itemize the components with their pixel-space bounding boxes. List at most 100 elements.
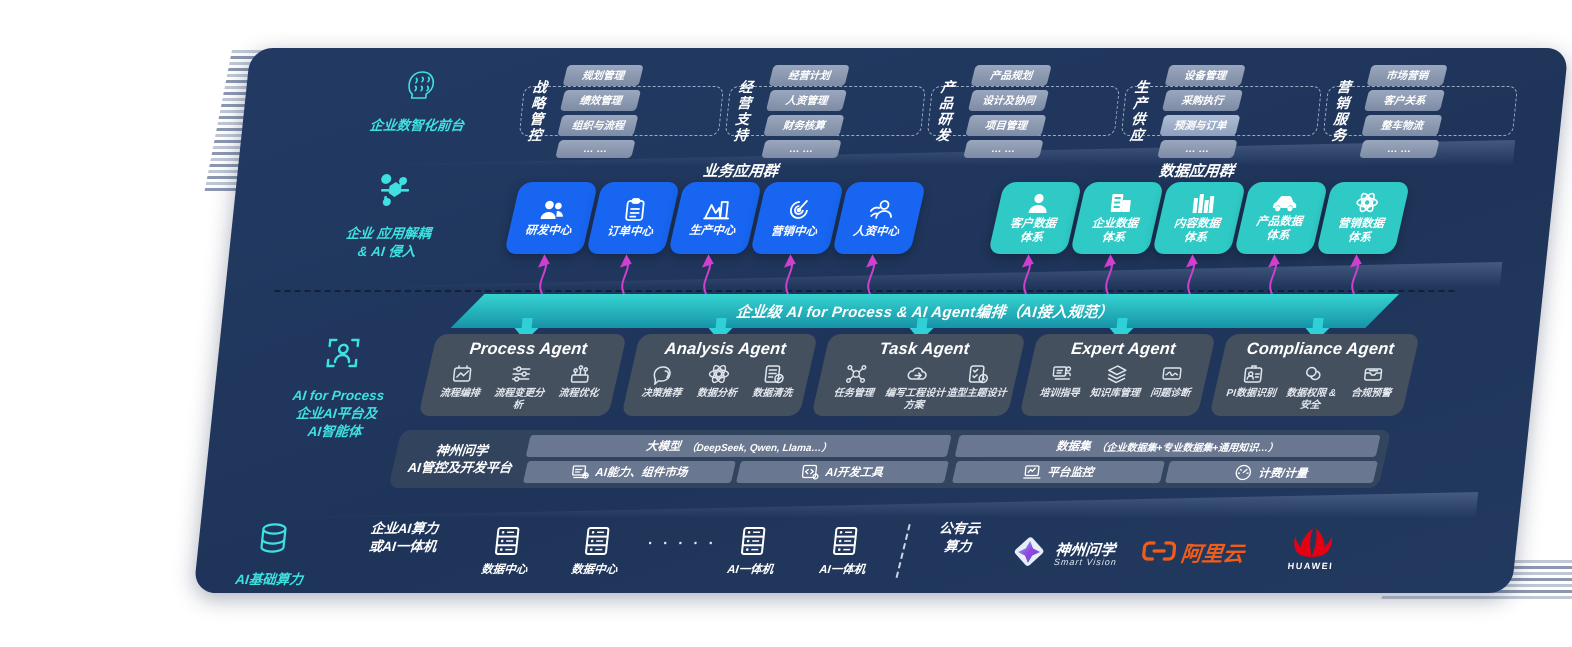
platform-item-billing[interactable]: 计费/计量 — [1164, 461, 1378, 483]
agent-capability[interactable]: 流程优化 — [548, 363, 611, 400]
platform-name: 神州问学 AI管控及开发平台 — [407, 443, 513, 475]
agent-capability[interactable]: 流程编排 — [429, 363, 492, 400]
governance-box-marketing-service[interactable]: 营销 服务 市场营销 客户关系 整车物流 … … — [1322, 64, 1519, 158]
governance-chip[interactable]: 产品规划 — [970, 64, 1052, 86]
governance-chip[interactable]: 绩效管理 — [560, 89, 642, 111]
agent-capability[interactable]: 知识库管理 — [1087, 363, 1146, 400]
layers-icon — [1088, 363, 1146, 385]
database-icon — [196, 518, 351, 565]
capability-label: 知识库管理 — [1089, 388, 1141, 399]
platform-llm-bar[interactable]: 大模型 （DeepSeek, Qwen, Llama…） — [525, 435, 952, 457]
dashed-separator — [274, 290, 1455, 292]
app-card-hr-center[interactable]: 人资中心 — [831, 182, 927, 254]
governance-chip[interactable]: … … — [555, 139, 636, 158]
molecule-icon — [300, 170, 485, 219]
card-label: 产品数据 体系 — [1255, 215, 1304, 242]
governance-chip[interactable]: 财务核算 — [763, 114, 845, 136]
factory-icon — [703, 198, 731, 221]
vendor-sub: Smart Vision — [1053, 556, 1118, 567]
band-divider-3 — [191, 492, 1479, 518]
llm-label: 大模型 — [645, 441, 681, 453]
governance-chip[interactable]: 设计及协同 — [967, 89, 1049, 111]
agent-box-task[interactable]: Task Agent 任务管理 编写工程设计方案 造型主题设计 — [811, 334, 1026, 416]
item-label: 计费/计量 — [1258, 467, 1309, 479]
rail-ai-for-process: AI for Process 企业AI平台及 AI智能体 — [249, 330, 431, 441]
app-card-production-center[interactable]: 生产中心 — [667, 182, 763, 254]
infra-public-cloud: 公有云 算力 — [912, 520, 1006, 556]
rail-label: 企业数智化前台 — [368, 118, 465, 133]
agent-capability[interactable]: 数据分析 — [689, 363, 748, 400]
data-card-marketing[interactable]: 营销数据 体系 — [1315, 182, 1411, 254]
governance-chip[interactable]: 市场营销 — [1366, 64, 1448, 86]
agent-capability[interactable]: PI数据识别 — [1220, 363, 1284, 400]
speech-bulb-icon — [635, 363, 693, 386]
agent-capability[interactable]: 造型主题设计 — [945, 363, 1010, 400]
capability-label: 数据清洗 — [751, 388, 793, 399]
id-card-icon — [1222, 363, 1284, 385]
capability-label: 决策推荐 — [640, 388, 683, 399]
infra-datacenter-1: 数据中心 — [468, 524, 544, 578]
data-card-enterprise[interactable]: 企业数据 体系 — [1069, 182, 1165, 254]
agent-capability[interactable]: 数据权限 & 安全 — [1279, 363, 1344, 412]
agent-title: Task Agent — [878, 340, 971, 358]
rail-label: AI for Process 企业AI平台及 AI智能体 — [291, 388, 386, 439]
governance-box-product-rd[interactable]: 产品 研发 产品规划 设计及协同 项目管理 … … — [926, 64, 1121, 158]
capability-label: 任务管理 — [833, 388, 875, 399]
infra-ai-appliance-2: AI一体机 — [806, 524, 882, 578]
governance-chip[interactable]: 规划管理 — [562, 64, 644, 86]
teaching-icon — [1033, 363, 1091, 385]
agent-capability[interactable]: 任务管理 — [822, 363, 887, 400]
governance-box-production-supply[interactable]: 生产 供应 设备管理 采购执行 预测与订单 … … — [1120, 64, 1323, 158]
app-card-order-center[interactable]: 订单中心 — [585, 182, 681, 254]
card-label: 企业数据 体系 — [1091, 217, 1139, 244]
capability-label: PI数据识别 — [1225, 388, 1277, 399]
optimize-icon — [550, 363, 612, 385]
agent-box-process[interactable]: Process Agent 流程编排 流程变更分析 流程优化 — [418, 334, 627, 416]
infra-ai-appliance-1: AI一体机 — [714, 524, 790, 578]
platform-item-devtool[interactable]: AI开发工具 — [735, 461, 949, 483]
governance-chip[interactable]: 组织与流程 — [557, 114, 639, 136]
agent-capability[interactable]: 问题诊断 — [1142, 363, 1201, 400]
card-label: 人资中心 — [852, 225, 900, 238]
governance-chip[interactable]: 人资管理 — [765, 89, 848, 111]
governance-chip[interactable]: 预测与订单 — [1159, 114, 1241, 136]
app-card-rd-center[interactable]: 研发中心 — [503, 182, 599, 254]
app-card-marketing-center[interactable]: 营销中心 — [749, 182, 845, 254]
governance-box-strategy[interactable]: 战略 管控 规划管理 绩效管理 组织与流程 … … — [518, 64, 725, 158]
governance-chip[interactable]: … … — [761, 139, 842, 158]
market-icon — [572, 465, 589, 479]
governance-chip[interactable]: 设备管理 — [1164, 64, 1246, 86]
governance-chip[interactable]: … … — [1157, 139, 1238, 158]
governance-chip[interactable]: 客户关系 — [1363, 89, 1445, 111]
archive-icon — [1342, 363, 1404, 385]
agent-capability[interactable]: 培训指导 — [1031, 363, 1090, 400]
card-label: 内容数据 体系 — [1173, 217, 1221, 244]
agent-capability[interactable]: 流程变更分析 — [488, 363, 552, 412]
governance-chip[interactable]: … … — [1359, 139, 1440, 158]
agent-capability[interactable]: 决策推荐 — [633, 363, 692, 400]
shield-cloud-icon — [1282, 363, 1344, 385]
governance-chip[interactable]: 整车物流 — [1361, 114, 1443, 136]
agent-box-analysis[interactable]: Analysis Agent 决策推荐 数据分析 数据清洗 — [621, 334, 818, 416]
platform-item-monitor[interactable]: 平台监控 — [951, 461, 1165, 483]
rail-app-decoupling: 企业 应用解耦 & AI 侵入 — [296, 170, 486, 261]
governance-chip[interactable]: 采购执行 — [1161, 89, 1244, 111]
agent-box-compliance[interactable]: Compliance Agent PI数据识别 数据权限 & 安全 合规预警 — [1209, 334, 1420, 416]
data-card-content[interactable]: 内容数据 体系 — [1151, 182, 1247, 254]
data-card-customer[interactable]: 客户数据 体系 — [987, 182, 1083, 254]
agent-capability[interactable]: 数据清洗 — [744, 363, 803, 400]
person-scan-icon — [255, 330, 430, 381]
data-card-product[interactable]: 产品数据 体系 — [1233, 182, 1329, 254]
platform-item-market[interactable]: AI能力、组件市场 — [522, 461, 736, 483]
agent-capability[interactable]: 编写工程设计方案 — [883, 363, 949, 412]
agent-box-expert[interactable]: Expert Agent 培训指导 知识库管理 问题诊断 — [1019, 334, 1216, 416]
governance-chip[interactable]: 经营计划 — [768, 64, 850, 86]
capability-label: 编写工程设计方案 — [884, 388, 946, 411]
governance-box-operations[interactable]: 经营 支持 经营计划 人资管理 财务核算 … … — [724, 64, 927, 158]
governance-chip[interactable]: … … — [962, 139, 1044, 158]
governance-chip[interactable]: 项目管理 — [965, 114, 1047, 136]
platform-dataset-bar[interactable]: 数据集 （企业数据集+专业数据集+通用知识…） — [954, 435, 1381, 457]
agent-capability[interactable]: 合规预警 — [1340, 363, 1404, 400]
